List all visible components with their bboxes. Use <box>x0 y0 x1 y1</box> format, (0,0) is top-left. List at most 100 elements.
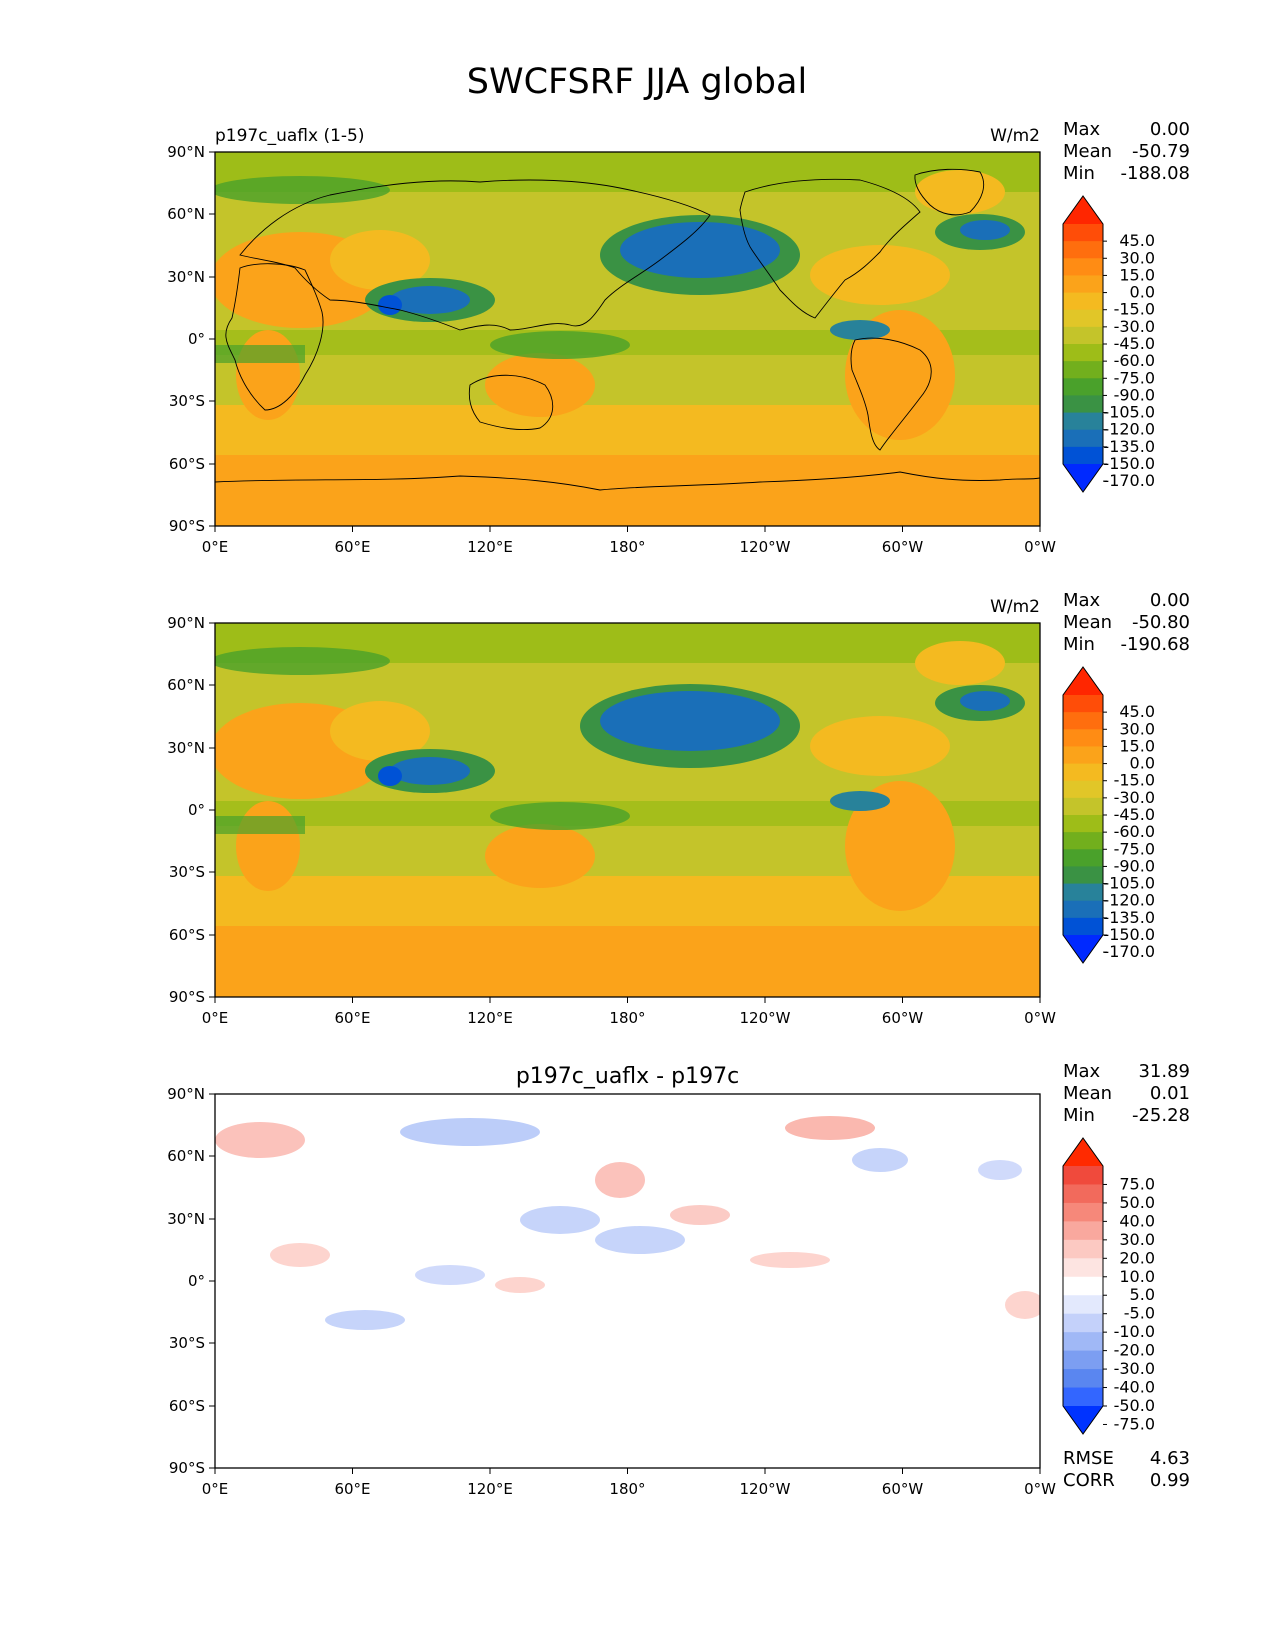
p1-lat-tick-90N: 90°N <box>167 143 205 161</box>
colorbar-segment <box>1063 1239 1103 1259</box>
colorbar-label: 10.0 <box>1119 1267 1155 1286</box>
p3-max-value: 31.89 <box>1138 1061 1190 1082</box>
panel-reference-x-axis: 0°E 60°E 120°E 180° 120°W 60°W 0°W <box>202 997 1056 1027</box>
p3-lat-tick-0: 0° <box>188 1272 205 1290</box>
colorbar-label: -105.0 <box>1103 874 1155 893</box>
colorbar-segment <box>1063 429 1103 448</box>
colorbar-label: -40.0 <box>1114 1378 1155 1397</box>
colorbar-label: -10.0 <box>1114 1322 1155 1341</box>
p3-lon-tick-60E: 60°E <box>334 1480 370 1498</box>
colorbar-label: 0.0 <box>1130 754 1155 773</box>
p2-min-value: -190.68 <box>1121 634 1190 655</box>
colorbar-segment <box>1063 378 1103 396</box>
colorbar-segment <box>1063 849 1103 867</box>
panel-reference: W/m2 <box>167 590 1190 1027</box>
colorbar-label: -75.0 <box>1114 1414 1155 1433</box>
colorbar-label: -5.0 <box>1124 1304 1155 1323</box>
panel-difference-map <box>215 1094 1040 1468</box>
p2-lon-tick-120W: 120°W <box>740 1009 791 1027</box>
colorbar-segment <box>1063 763 1103 782</box>
colorbar-segment <box>1063 412 1103 431</box>
colorbar-label: -60.0 <box>1114 351 1155 370</box>
colorbar-segment <box>1063 1332 1103 1352</box>
panel-test-stats: Max 0.00 Mean -50.79 Min -188.08 <box>1063 119 1190 184</box>
colorbar-label: -135.0 <box>1103 437 1155 456</box>
colorbar-segment <box>1063 1276 1103 1296</box>
colorbar-segment <box>1063 1258 1103 1278</box>
colorbar-extend-max <box>1063 1138 1103 1166</box>
colorbar-label: -45.0 <box>1114 334 1155 353</box>
colorbar-segment <box>1063 1295 1103 1315</box>
colorbar-label: 45.0 <box>1119 231 1155 250</box>
p3-min-value: -25.28 <box>1132 1105 1190 1126</box>
p3-lat-tick-60N: 60°N <box>167 1147 205 1165</box>
colorbar-segment <box>1063 326 1103 345</box>
colorbar-segment <box>1063 344 1103 362</box>
panel-reference-units: W/m2 <box>990 597 1040 617</box>
colorbar-segment <box>1063 241 1103 259</box>
colorbar-segment <box>1063 1166 1103 1185</box>
colorbar-label: -120.0 <box>1103 420 1155 439</box>
panel-difference-colorbar: 75.050.040.030.020.010.05.0-5.0-10.0-20.… <box>1062 1137 1155 1435</box>
p2-lat-tick-30S: 30°S <box>169 863 205 881</box>
colorbar-extend-max <box>1063 667 1103 695</box>
colorbar-label: -150.0 <box>1103 454 1155 473</box>
colorbar-label: -75.0 <box>1114 839 1155 858</box>
p3-mean-label: Mean <box>1063 1083 1112 1104</box>
p2-mean-value: -50.80 <box>1132 612 1190 633</box>
p2-lon-tick-0W: 0°W <box>1024 1009 1056 1027</box>
p1-lon-tick-120W: 120°W <box>740 538 791 556</box>
colorbar-label: -75.0 <box>1114 368 1155 387</box>
p3-lon-tick-120E: 120°E <box>467 1480 513 1498</box>
p2-lon-tick-60W: 60°W <box>882 1009 924 1027</box>
colorbar-label: -20.0 <box>1114 1341 1155 1360</box>
panel-difference: p197c_uaflx - p197c <box>167 1061 1190 1498</box>
p1-lon-tick-180: 180° <box>609 538 645 556</box>
p2-mean-label: Mean <box>1063 612 1112 633</box>
panel-test-coastlines <box>215 168 1040 491</box>
p1-lat-tick-30N: 30°N <box>167 268 205 286</box>
colorbar-label: 0.0 <box>1130 283 1155 302</box>
colorbar-label: 20.0 <box>1119 1248 1155 1267</box>
p1-lon-tick-0E: 0°E <box>202 538 229 556</box>
colorbar-label: -30.0 <box>1114 317 1155 336</box>
panel-test-map <box>215 152 1040 526</box>
p3-lon-tick-60W: 60°W <box>882 1480 924 1498</box>
colorbar-label: 45.0 <box>1119 702 1155 721</box>
p1-min-label: Min <box>1063 163 1095 184</box>
colorbar-extend-min <box>1063 464 1103 492</box>
colorbar-segment <box>1063 224 1103 242</box>
colorbar-label: -15.0 <box>1114 771 1155 790</box>
p3-mean-value: 0.01 <box>1150 1083 1190 1104</box>
colorbar-segment <box>1063 695 1103 713</box>
colorbar-label: 15.0 <box>1119 265 1155 284</box>
p3-lon-tick-0E: 0°E <box>202 1480 229 1498</box>
panel-reference-stats: Max 0.00 Mean -50.80 Min -190.68 <box>1063 590 1190 655</box>
panel-test-x-axis: 0°E 60°E 120°E 180° 120°W 60°W 0°W <box>202 526 1056 556</box>
p2-lat-tick-60S: 60°S <box>169 926 205 944</box>
p3-lat-tick-30N: 30°N <box>167 1210 205 1228</box>
p1-lon-tick-60E: 60°E <box>334 538 370 556</box>
colorbar-segment <box>1063 883 1103 902</box>
panel-difference-y-axis: 90°N 60°N 30°N 0° 30°S 60°S 90°S <box>167 1085 215 1477</box>
colorbar-extend-min <box>1063 935 1103 963</box>
colorbar-label: 50.0 <box>1119 1193 1155 1212</box>
colorbar-extend-max <box>1063 196 1103 224</box>
colorbar-segment <box>1063 866 1103 885</box>
colorbar-label: -170.0 <box>1103 942 1155 961</box>
colorbar-segment <box>1063 292 1103 311</box>
p3-corr-value: 0.99 <box>1150 1470 1190 1491</box>
figure-title: SWCFSRF JJA global <box>467 62 807 102</box>
p3-rmse-value: 4.63 <box>1150 1448 1190 1469</box>
panel-reference-map <box>215 623 1040 997</box>
panel-reference-colorbar: 45.030.015.00.0-15.0-30.0-45.0-60.0-75.0… <box>1062 666 1155 964</box>
colorbar-label: -150.0 <box>1103 925 1155 944</box>
panel-test-y-axis: 90°N 60°N 30°N 0° 30°S 60°S 90°S <box>167 143 215 535</box>
colorbar-segment <box>1063 797 1103 816</box>
panel-test-units: W/m2 <box>990 126 1040 146</box>
colorbar-label: -120.0 <box>1103 891 1155 910</box>
p3-lat-tick-90N: 90°N <box>167 1085 205 1103</box>
p2-lat-tick-90N: 90°N <box>167 614 205 632</box>
colorbar-segment <box>1063 1387 1103 1407</box>
p3-corr-label: CORR <box>1063 1470 1115 1491</box>
